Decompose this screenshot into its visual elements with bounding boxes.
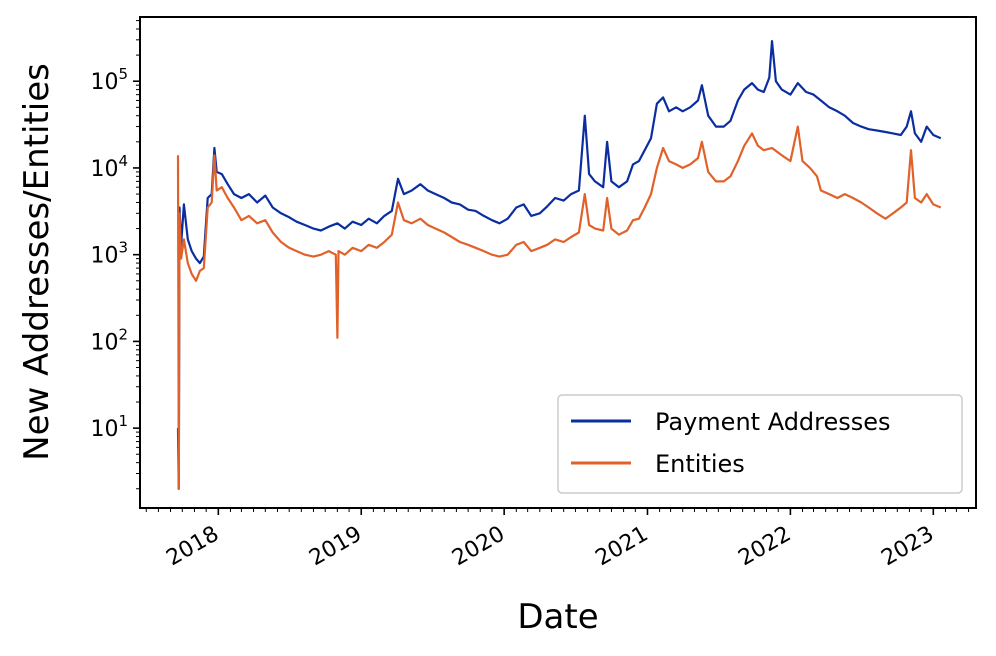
y-tick-exponent: 2 [118,325,128,343]
y-tick-exponent: 3 [118,239,128,257]
y-tick-label: 101 [90,412,128,442]
y-tick-base: 10 [90,330,118,355]
legend-box [557,394,963,494]
y-tick-label: 103 [90,239,128,269]
y-tick-label: 102 [90,325,128,355]
y-tick-exponent: 1 [118,412,128,430]
y-tick-exponent: 5 [118,65,128,83]
legend: Payment Addresses Entities [557,394,963,494]
y-tick-label: 105 [90,65,128,95]
y-tick-base: 10 [90,244,118,269]
series-line-entities [176,125,942,490]
y-axis-label: New Addresses/Entities [17,63,57,461]
plot-frame [139,16,977,509]
series-line-payment-addresses [176,39,942,490]
series-group [176,39,942,490]
y-tick-exponent: 4 [118,152,128,170]
legend-label-payment-addresses: Payment Addresses [655,408,891,436]
y-tick-base: 10 [90,417,118,442]
y-tick-label: 104 [90,152,128,182]
y-tick-base: 10 [90,157,118,182]
legend-label-entities: Entities [655,450,745,478]
y-tick-base: 10 [90,70,118,95]
x-axis-label: Date [517,597,598,637]
